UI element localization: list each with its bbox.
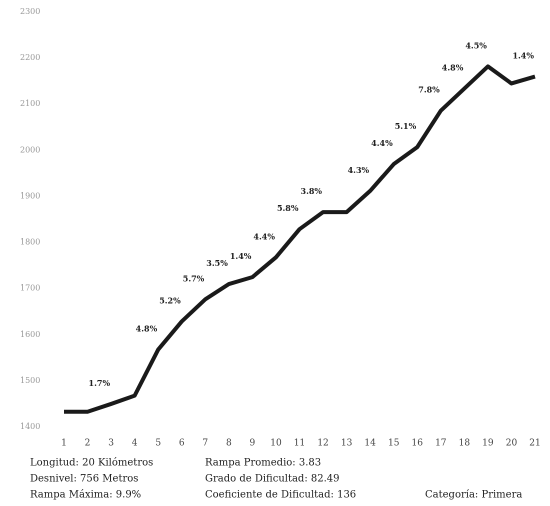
elevation-line (64, 64, 536, 414)
x-tick-label: 8 (226, 439, 232, 449)
y-tick-label: 1700 (20, 284, 40, 293)
x-tick-label: 21 (529, 439, 540, 449)
gradient-label: 4.8% (136, 324, 158, 334)
stat-text: Grado de Dificultad: 82.49 (205, 474, 340, 485)
gradient-label: 1.4% (230, 251, 252, 261)
y-tick-label: 1900 (20, 191, 40, 200)
y-tick-label: 2200 (20, 53, 40, 62)
stat-text: Coeficiente de Dificultad: 136 (205, 490, 356, 501)
x-tick-label: 18 (459, 439, 471, 449)
x-tick-label: 16 (412, 439, 424, 449)
gradient-label: 4.5% (465, 40, 487, 50)
gradient-label: 4.8% (442, 63, 464, 73)
x-tick-label: 1 (61, 439, 67, 449)
x-tick-label: 2 (85, 439, 91, 449)
gradient-label: 4.4% (371, 138, 393, 148)
gradient-label: 5.1% (395, 121, 417, 131)
stat-text: Longitud: 20 Kilómetros (30, 458, 153, 469)
x-tick-label: 5 (155, 439, 161, 449)
x-tick-label: 19 (482, 439, 494, 449)
y-tick-label: 2000 (20, 145, 40, 154)
x-tick-label: 7 (202, 439, 208, 449)
stat-text: Categoría: Primera (425, 490, 522, 501)
x-tick-label: 14 (364, 439, 376, 449)
y-tick-label: 1500 (20, 376, 40, 385)
x-tick-label: 20 (506, 439, 518, 449)
x-tick-label: 17 (435, 439, 447, 449)
x-tick-label: 13 (341, 439, 353, 449)
stat-text: Rampa Promedio: 3.83 (205, 458, 321, 469)
gradient-label: 5.8% (277, 203, 299, 213)
gradient-label: 5.2% (159, 295, 181, 305)
gradient-label: 4.3% (348, 165, 370, 175)
gradient-label: 5.7% (183, 273, 205, 283)
gradient-label: 1.7% (89, 378, 111, 388)
gradient-label: 3.8% (301, 186, 323, 196)
gradient-label: 7.8% (418, 85, 440, 95)
x-tick-label: 11 (294, 439, 305, 449)
stat-text: Desnivel: 756 Metros (30, 474, 138, 485)
gradient-label: 4.4% (253, 231, 275, 241)
y-tick-label: 1400 (20, 422, 40, 431)
y-tick-label: 2100 (20, 99, 40, 108)
x-tick-label: 6 (179, 439, 185, 449)
x-tick-label: 4 (132, 439, 138, 449)
gradient-label: 1.4% (512, 51, 534, 61)
y-tick-label: 1800 (20, 238, 40, 247)
y-tick-label: 2300 (20, 7, 40, 16)
y-tick-label: 1600 (20, 330, 40, 339)
x-tick-label: 3 (108, 439, 114, 449)
stat-text: Rampa Máxima: 9.9% (30, 490, 141, 501)
gradient-label: 3.5% (206, 258, 228, 268)
x-tick-label: 15 (388, 439, 400, 449)
x-tick-label: 12 (317, 439, 328, 449)
x-tick-label: 9 (250, 439, 256, 449)
x-tick-label: 10 (270, 439, 282, 449)
